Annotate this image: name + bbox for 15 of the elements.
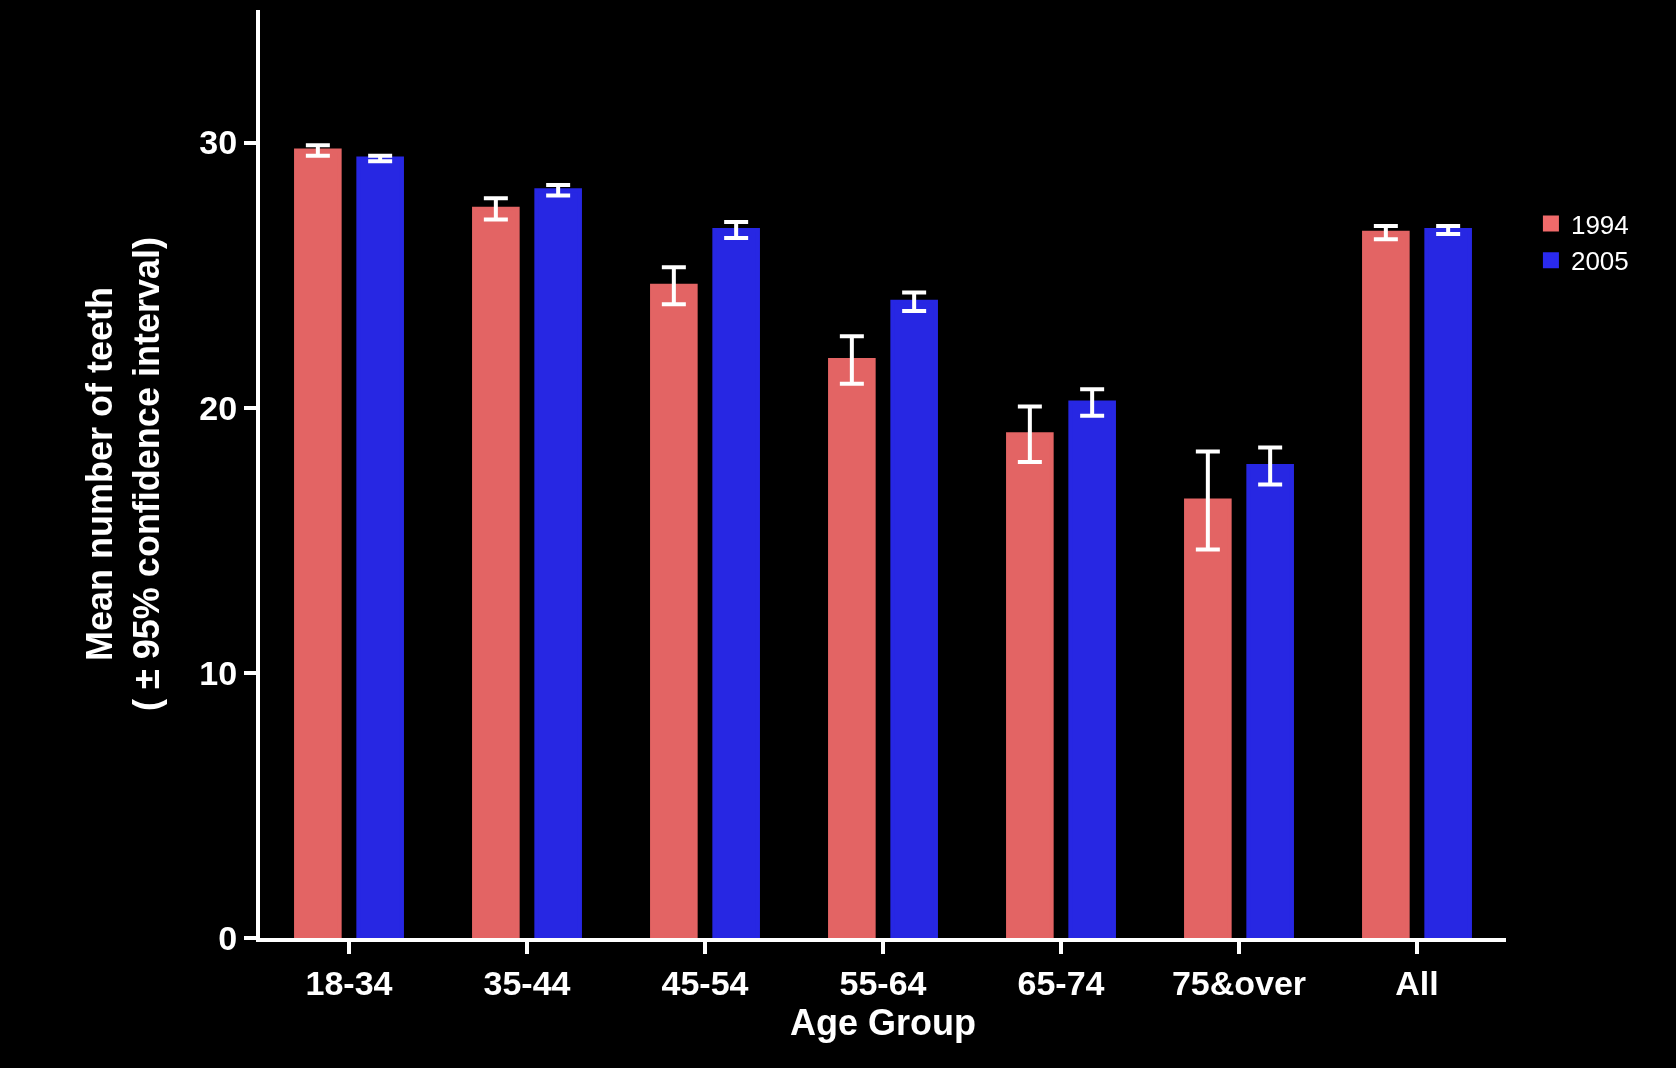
y-tick-label: 20 xyxy=(199,388,238,427)
x-tick-label: 55-64 xyxy=(839,963,927,1002)
y-tick-label: 30 xyxy=(199,123,238,162)
legend-label: 2005 xyxy=(1570,246,1629,277)
y-tick-label: 0 xyxy=(218,918,238,957)
x-tick-label: 75&over xyxy=(1171,963,1307,1002)
x-tick-label: All xyxy=(1395,963,1439,1002)
x-axis-title: Age Group xyxy=(790,1002,976,1043)
legend-label: 1994 xyxy=(1570,209,1629,240)
x-tick-label: 65-74 xyxy=(1017,963,1105,1002)
x-tick-label: 18-34 xyxy=(305,963,393,1002)
y-axis-title: Mean number of teeth ( ± 95% confidence interval) xyxy=(78,237,167,711)
x-tick-label: 45-54 xyxy=(661,963,749,1002)
x-tick-label: 35-44 xyxy=(483,963,571,1002)
y-tick-label: 10 xyxy=(199,653,238,692)
